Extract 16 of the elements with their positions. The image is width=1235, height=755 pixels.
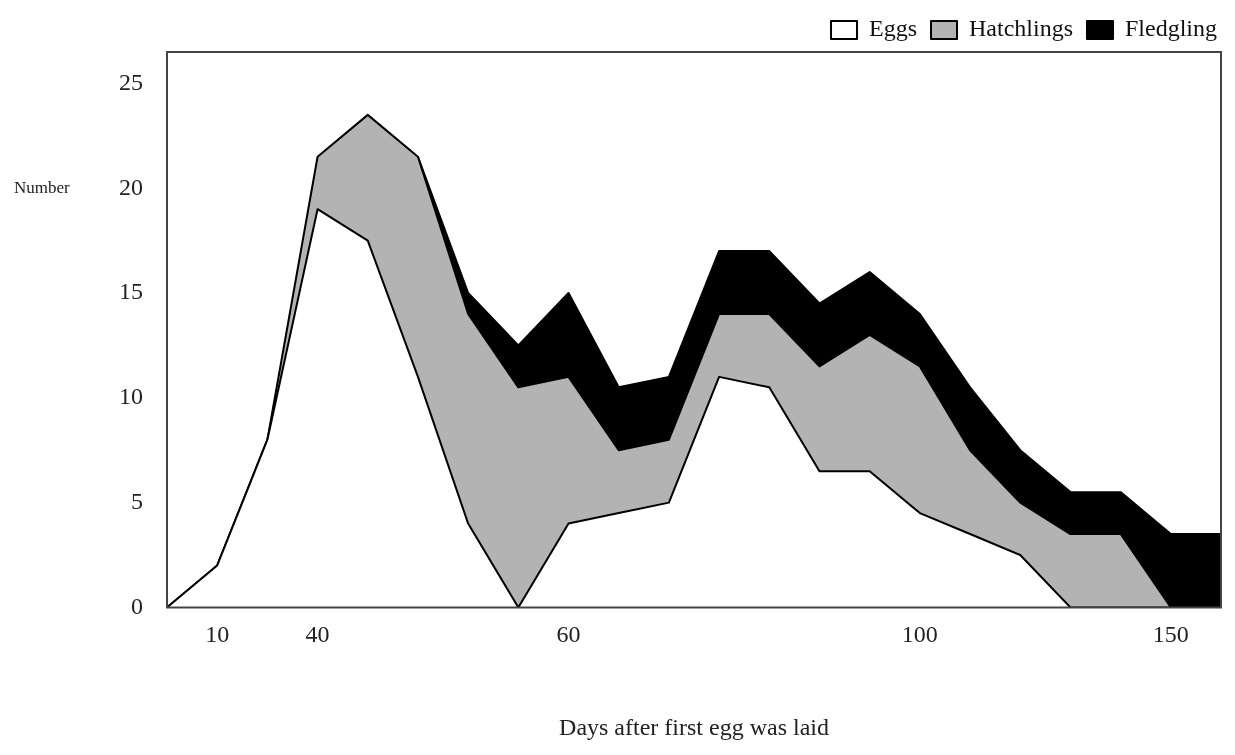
y-tick-label: 25 <box>119 68 143 95</box>
x-tick-label: 10 <box>205 621 230 648</box>
x-tick-label: 150 <box>1152 621 1189 648</box>
legend-label: Fledgling <box>1125 15 1218 42</box>
x-axis-title: Days after first egg was laid <box>559 713 829 740</box>
y-tick-label: 10 <box>119 383 143 410</box>
y-tick-label: 15 <box>119 278 143 305</box>
legend-label: Eggs <box>869 15 918 42</box>
x-tick-label: 40 <box>305 621 330 648</box>
legend-label: Hatchlings <box>969 15 1073 42</box>
y-tick-label: 0 <box>131 592 143 619</box>
y-axis-title: Number <box>14 177 71 197</box>
x-tick-label: 60 <box>556 621 581 648</box>
x-tick-label: 100 <box>901 621 938 648</box>
y-tick-label: 20 <box>119 173 143 200</box>
y-tick-label: 5 <box>131 487 143 514</box>
